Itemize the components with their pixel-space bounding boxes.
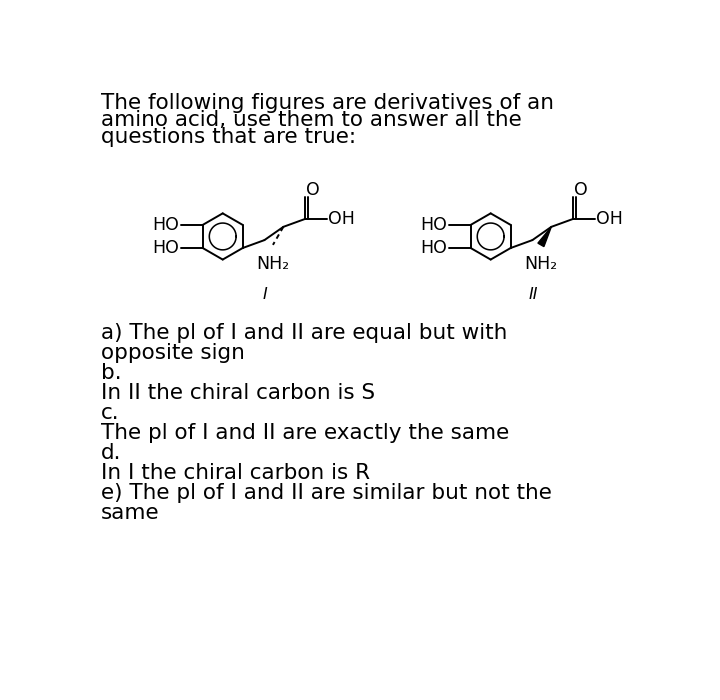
- Text: b.: b.: [101, 363, 122, 383]
- Text: amino acid, use them to answer all the: amino acid, use them to answer all the: [101, 110, 522, 130]
- Text: The pl of I and II are exactly the same: The pl of I and II are exactly the same: [101, 423, 509, 443]
- Text: NH₂: NH₂: [524, 255, 557, 273]
- Text: O: O: [306, 181, 320, 200]
- Text: opposite sign: opposite sign: [101, 343, 245, 363]
- Text: same: same: [101, 503, 160, 523]
- Text: d.: d.: [101, 443, 122, 463]
- Text: I: I: [263, 286, 267, 302]
- Text: HO: HO: [420, 239, 448, 257]
- Text: The following figures are derivatives of an: The following figures are derivatives of…: [101, 93, 554, 113]
- Text: II: II: [528, 286, 538, 302]
- Text: HO: HO: [153, 239, 179, 257]
- Text: NH₂: NH₂: [256, 255, 289, 273]
- Text: e) The pl of I and II are similar but not the: e) The pl of I and II are similar but no…: [101, 483, 552, 503]
- Text: In II the chiral carbon is S: In II the chiral carbon is S: [101, 383, 375, 402]
- Text: c.: c.: [101, 402, 120, 423]
- Text: OH: OH: [596, 210, 623, 228]
- Polygon shape: [538, 227, 552, 246]
- Text: In I the chiral carbon is R: In I the chiral carbon is R: [101, 463, 370, 483]
- Text: a) The pl of I and II are equal but with: a) The pl of I and II are equal but with: [101, 323, 508, 343]
- Text: O: O: [574, 181, 588, 200]
- Text: OH: OH: [328, 210, 355, 228]
- Text: HO: HO: [420, 216, 448, 234]
- Text: questions that are true:: questions that are true:: [101, 127, 356, 147]
- Text: HO: HO: [153, 216, 179, 234]
